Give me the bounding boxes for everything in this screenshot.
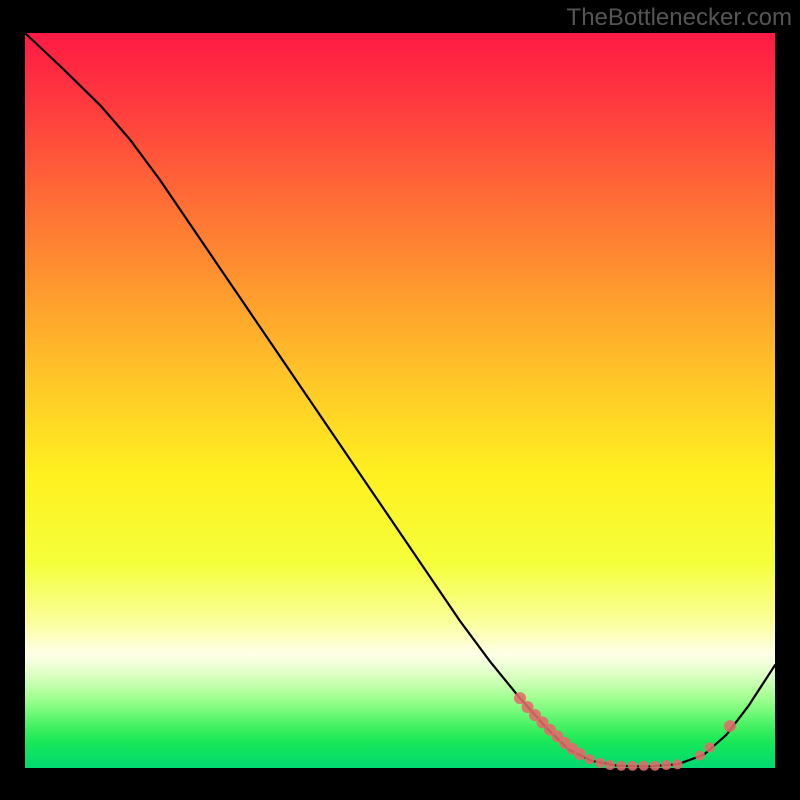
watermark-text: TheBottlenecker.com [567, 4, 792, 32]
data-point [695, 751, 705, 761]
data-point [595, 758, 605, 768]
data-point [661, 760, 671, 770]
data-point [673, 759, 683, 769]
data-point [650, 761, 660, 771]
data-point [705, 742, 715, 752]
data-point [616, 761, 626, 771]
data-point [574, 748, 586, 760]
data-point [628, 761, 638, 771]
plot-background [25, 33, 775, 768]
bottleneck-curve-chart [0, 0, 800, 800]
chart-container: TheBottlenecker.com [0, 0, 800, 800]
data-point [585, 754, 595, 764]
data-point [605, 760, 615, 770]
data-point [724, 720, 736, 732]
data-point [639, 761, 649, 771]
